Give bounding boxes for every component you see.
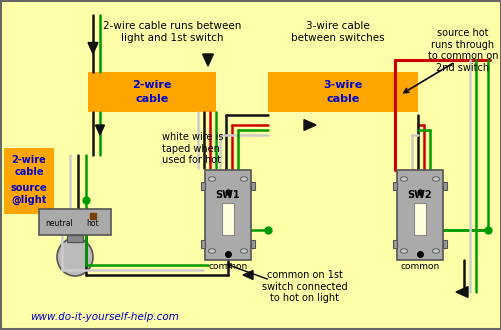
Ellipse shape xyxy=(432,177,438,181)
Text: hot: hot xyxy=(87,219,99,228)
Text: source hot
runs through
to common on
2nd switch: source hot runs through to common on 2nd… xyxy=(427,28,497,73)
Text: source: source xyxy=(11,183,47,193)
Text: white wire is
taped when
used for hot: white wire is taped when used for hot xyxy=(162,132,223,165)
Bar xyxy=(200,182,204,190)
Text: SW1: SW1 xyxy=(215,190,240,200)
Text: 3-wire: 3-wire xyxy=(323,80,362,90)
Ellipse shape xyxy=(208,177,215,181)
Ellipse shape xyxy=(240,249,247,253)
Text: 2-wire cable runs between
light and 1st switch: 2-wire cable runs between light and 1st … xyxy=(103,21,240,43)
Text: cable: cable xyxy=(14,167,44,177)
Text: 3-wire cable
between switches: 3-wire cable between switches xyxy=(291,21,384,43)
Polygon shape xyxy=(88,43,97,53)
Bar xyxy=(392,182,396,190)
Polygon shape xyxy=(242,271,253,280)
Bar xyxy=(4,148,54,214)
Ellipse shape xyxy=(57,238,93,276)
Text: 2-wire: 2-wire xyxy=(12,155,46,165)
Bar xyxy=(200,240,204,248)
Text: neutral: neutral xyxy=(45,219,73,228)
Polygon shape xyxy=(88,43,98,53)
Bar xyxy=(268,72,417,112)
Text: 2-wire: 2-wire xyxy=(132,80,171,90)
Text: cable: cable xyxy=(135,94,168,104)
Text: @light: @light xyxy=(12,195,47,205)
Text: common: common xyxy=(208,262,247,272)
Ellipse shape xyxy=(400,249,407,253)
Polygon shape xyxy=(95,125,104,135)
Bar xyxy=(221,203,233,235)
Polygon shape xyxy=(304,119,315,130)
Polygon shape xyxy=(455,286,467,297)
Bar xyxy=(442,240,446,248)
Bar xyxy=(204,170,250,260)
Bar xyxy=(396,170,442,260)
Bar xyxy=(442,182,446,190)
Ellipse shape xyxy=(208,249,215,253)
Ellipse shape xyxy=(240,177,247,181)
Ellipse shape xyxy=(432,249,438,253)
Bar xyxy=(250,182,255,190)
Bar xyxy=(88,72,215,112)
Text: SW2: SW2 xyxy=(407,190,431,200)
Text: cable: cable xyxy=(326,94,359,104)
Polygon shape xyxy=(202,54,213,66)
Text: www.do-it-yourself-help.com: www.do-it-yourself-help.com xyxy=(31,312,179,322)
Ellipse shape xyxy=(400,177,407,181)
Text: common on 1st
switch connected
to hot on light: common on 1st switch connected to hot on… xyxy=(262,270,347,303)
Bar xyxy=(413,203,425,235)
Bar xyxy=(67,235,83,242)
Bar xyxy=(39,209,111,235)
Bar xyxy=(392,240,396,248)
Bar xyxy=(250,240,255,248)
Text: common: common xyxy=(400,262,439,272)
